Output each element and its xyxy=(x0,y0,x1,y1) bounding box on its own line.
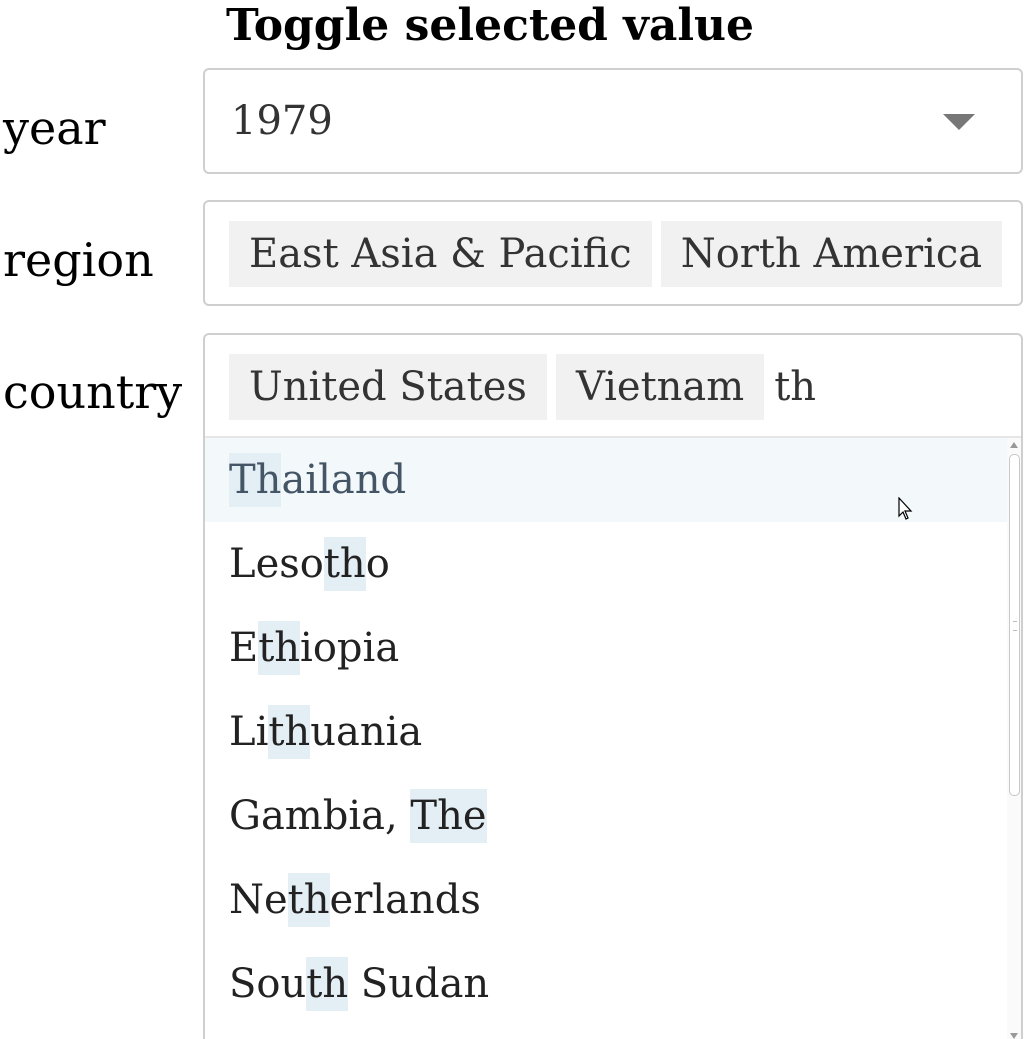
option-text-post: Sudan xyxy=(348,961,490,1007)
mouse-pointer-icon xyxy=(898,497,913,520)
chevron-down-icon[interactable] xyxy=(943,114,975,130)
dropdown-option[interactable]: South Sudan xyxy=(205,942,1021,1026)
country-search-input[interactable]: th xyxy=(774,364,817,410)
grip-icon xyxy=(1013,621,1017,631)
country-chip[interactable]: Vietnam xyxy=(555,354,765,420)
option-text-post: uania xyxy=(310,709,423,755)
option-text-match: th xyxy=(287,873,330,927)
option-text-post: o xyxy=(365,541,390,587)
option-text-pre: Sou xyxy=(229,961,307,1007)
country-label: country xyxy=(3,365,183,419)
option-text-post: iopia xyxy=(300,625,400,671)
dropdown-option[interactable]: Gambia, The xyxy=(205,774,1021,858)
option-text-match: Th xyxy=(229,453,282,507)
scroll-down-arrow-icon[interactable] xyxy=(1010,1033,1018,1039)
option-text-match: th xyxy=(258,621,301,675)
dropdown-option[interactable]: Ethiopia xyxy=(205,606,1021,690)
region-label: region xyxy=(3,233,154,287)
dropdown-option[interactable]: Lithuania xyxy=(205,690,1021,774)
option-text-pre: Ne xyxy=(229,877,288,923)
scroll-up-arrow-icon[interactable] xyxy=(1010,442,1018,448)
dropdown-scrollbar[interactable] xyxy=(1007,438,1021,1039)
year-select[interactable]: 1979 xyxy=(203,68,1023,174)
country-chips: United States Vietnam th xyxy=(229,354,816,420)
option-text-pre: Gambia, xyxy=(229,793,411,839)
country-options-dropdown: Thailand Lesotho Ethiopia Lithuania Gamb… xyxy=(205,436,1021,1039)
option-text-pre: Li xyxy=(229,709,269,755)
option-text-pre: E xyxy=(229,625,259,671)
option-text-match: th xyxy=(323,537,366,591)
scrollbar-thumb[interactable] xyxy=(1009,454,1020,796)
dropdown-option[interactable]: Lesotho xyxy=(205,522,1021,606)
country-multiselect[interactable]: United States Vietnam th Thailand Lesoth… xyxy=(203,333,1023,1039)
year-label: year xyxy=(3,101,106,155)
option-text-match: The xyxy=(410,789,487,843)
option-text-post: ailand xyxy=(281,457,407,503)
country-chip[interactable]: United States xyxy=(229,354,547,420)
year-selected-value: 1979 xyxy=(231,98,333,144)
option-text-match: th xyxy=(268,705,311,759)
region-multiselect[interactable]: East Asia & Pacific North America xyxy=(203,200,1023,306)
dropdown-option[interactable]: Netherlands xyxy=(205,858,1021,942)
option-text-match: th xyxy=(306,957,349,1011)
page-title: Toggle selected value xyxy=(226,0,755,51)
region-chips: East Asia & Pacific North America xyxy=(229,221,1003,287)
option-text-post: erlands xyxy=(329,877,481,923)
dropdown-option[interactable]: Thailand xyxy=(205,438,1021,522)
region-chip[interactable]: East Asia & Pacific xyxy=(229,221,652,287)
option-text-pre: Leso xyxy=(229,541,324,587)
region-chip[interactable]: North America xyxy=(660,221,1003,287)
